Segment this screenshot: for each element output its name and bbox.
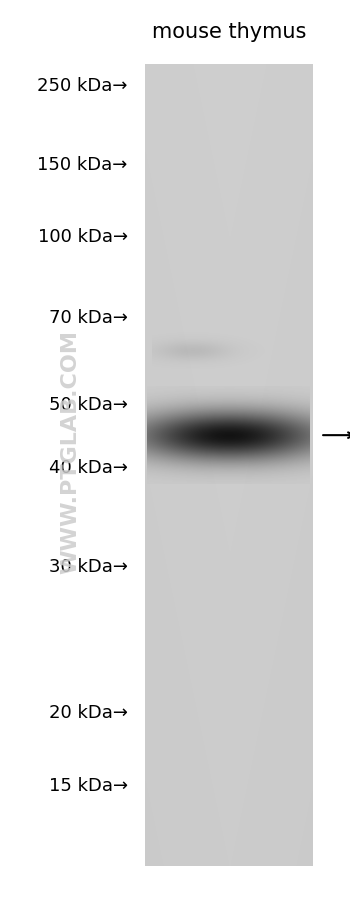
Text: 40 kDa→: 40 kDa→ (49, 458, 128, 476)
Text: mouse thymus: mouse thymus (152, 22, 307, 41)
Text: 20 kDa→: 20 kDa→ (49, 704, 128, 722)
Text: 70 kDa→: 70 kDa→ (49, 308, 128, 327)
Text: 50 kDa→: 50 kDa→ (49, 395, 128, 413)
Text: 250 kDa→: 250 kDa→ (37, 77, 128, 95)
Text: 150 kDa→: 150 kDa→ (37, 156, 128, 174)
Text: 30 kDa→: 30 kDa→ (49, 557, 128, 575)
Text: WWW.PTGLAB.COM: WWW.PTGLAB.COM (60, 329, 80, 573)
Text: 15 kDa→: 15 kDa→ (49, 776, 128, 794)
Text: 100 kDa→: 100 kDa→ (38, 227, 128, 245)
